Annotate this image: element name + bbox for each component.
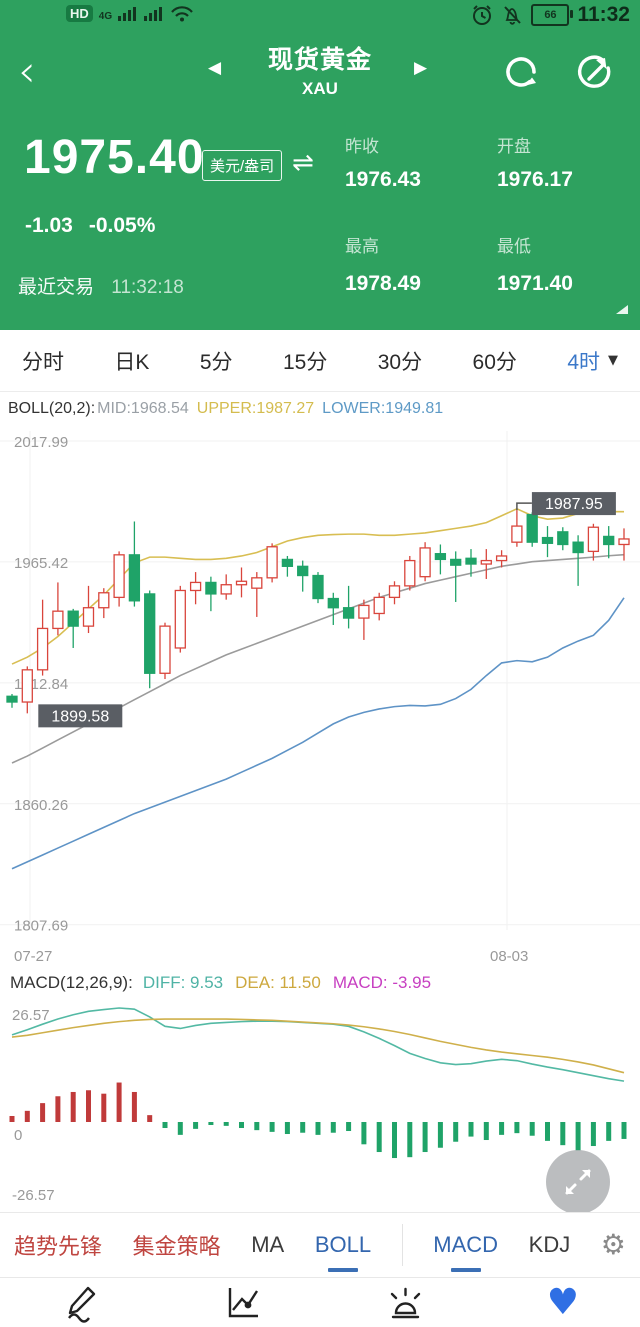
back-button[interactable]: ‹ bbox=[18, 46, 36, 97]
tab-boll[interactable]: BOLL bbox=[315, 1218, 371, 1272]
next-instrument-button[interactable]: ▶ bbox=[414, 58, 428, 78]
price-change-row: -1.03 -0.05% bbox=[25, 214, 171, 238]
indicator-tab-bar: 趋势先锋 集金策略 MA BOLL MACD KDJ ⚙ bbox=[0, 1212, 640, 1277]
unit-exchange-icon[interactable]: ⇌ bbox=[292, 148, 314, 178]
boll-mid-value: MID:1968.54 bbox=[97, 399, 189, 417]
tab-30min[interactable]: 30分 bbox=[377, 350, 423, 374]
svg-text:26.57: 26.57 bbox=[12, 1007, 50, 1024]
wifi-icon bbox=[171, 6, 193, 22]
open-value: 1976.17 bbox=[497, 168, 573, 191]
tab-5min[interactable]: 5分 bbox=[199, 350, 233, 374]
svg-text:-26.57: -26.57 bbox=[12, 1187, 55, 1204]
prev-instrument-button[interactable]: ◀ bbox=[208, 58, 222, 78]
tab-group-divider bbox=[401, 1224, 403, 1266]
last-trade-label: 最近交易 bbox=[18, 277, 95, 298]
tab-period-dropdown[interactable]: 4时 ▼ bbox=[567, 346, 618, 376]
svg-text:1987.95: 1987.95 bbox=[545, 496, 603, 513]
prev-close-value: 1976.43 bbox=[345, 168, 421, 191]
macd-diff-value: DIFF: 9.53 bbox=[142, 972, 224, 992]
tab-macd[interactable]: MACD bbox=[433, 1218, 498, 1272]
gear-icon[interactable]: ⚙ bbox=[600, 1228, 626, 1261]
price-change: -1.03 bbox=[25, 214, 73, 237]
page-title: 现货黄金 bbox=[267, 46, 372, 74]
chart-icon[interactable] bbox=[223, 1282, 263, 1324]
price-change-percent: -0.05% bbox=[88, 214, 156, 237]
tab-60min[interactable]: 60分 bbox=[472, 350, 517, 374]
tab-trend-pioneer[interactable]: 趋势先锋 bbox=[14, 1234, 103, 1259]
prev-close-label: 昨收 bbox=[345, 137, 379, 156]
boll-title: BOLL(20,2): bbox=[8, 399, 96, 417]
current-price: 1975.40 bbox=[24, 131, 205, 184]
battery-percent: 66 bbox=[544, 9, 557, 21]
macd-title: MACD(12,26,9): bbox=[10, 972, 133, 992]
chevron-down-icon: ▼ bbox=[608, 353, 618, 368]
svg-text:2017.99: 2017.99 bbox=[14, 434, 68, 451]
signal-bars-icon bbox=[118, 7, 137, 21]
svg-text:1899.58: 1899.58 bbox=[51, 708, 109, 725]
open-label: 开盘 bbox=[497, 137, 531, 156]
refresh-icon[interactable] bbox=[500, 50, 544, 94]
title-block: 现货黄金 XAU bbox=[240, 40, 400, 99]
network-label: 4G bbox=[98, 11, 113, 22]
status-left: HD 4G bbox=[66, 4, 194, 22]
low-value: 1971.40 bbox=[497, 272, 573, 295]
svg-text:1860.26: 1860.26 bbox=[14, 797, 68, 814]
hd-badge: HD bbox=[66, 5, 93, 22]
expand-corner-icon[interactable] bbox=[616, 305, 628, 314]
svg-text:1807.69: 1807.69 bbox=[14, 918, 68, 935]
tab-timeline[interactable]: 分时 bbox=[22, 350, 64, 374]
battery-icon: 66 bbox=[531, 4, 574, 26]
price-unit-badge: 美元/盎司 bbox=[202, 150, 283, 181]
period-tab-bar: 分时 日K 5分 15分 30分 60分 4时 ▼ bbox=[0, 330, 640, 392]
alarm-clock-icon bbox=[473, 5, 492, 25]
status-right: 66 11:32 bbox=[471, 3, 630, 27]
fullscreen-expand-button[interactable] bbox=[546, 1150, 610, 1214]
boll-upper-value: UPPER:1987.27 bbox=[196, 399, 315, 417]
candlestick-chart[interactable]: 2017.991965.421912.841860.261807.691987.… bbox=[0, 425, 640, 965]
edit-pencil-icon[interactable] bbox=[61, 1282, 101, 1324]
macd-macd-value: MACD: -3.95 bbox=[332, 972, 432, 992]
tab-daily-k[interactable]: 日K bbox=[114, 350, 150, 374]
macd-indicator-header: MACD(12,26,9): DIFF: 9.53 DEA: 11.50 MAC… bbox=[0, 965, 640, 1000]
bottom-nav-bar: ♥ bbox=[0, 1277, 640, 1327]
high-value: 1978.49 bbox=[345, 272, 421, 295]
last-trade-time: 11:32:18 bbox=[111, 277, 184, 298]
quote-header-panel: HD 4G bbox=[0, 0, 640, 330]
svg-text:1965.42: 1965.42 bbox=[14, 555, 68, 572]
status-time: 11:32 bbox=[577, 3, 630, 26]
last-trade-row: 最近交易 11:32:18 bbox=[18, 272, 184, 299]
share-refresh-icon[interactable] bbox=[572, 50, 616, 94]
tab-15min[interactable]: 15分 bbox=[282, 350, 328, 374]
macd-dea-value: DEA: 11.50 bbox=[235, 972, 321, 992]
signal-bars-icon bbox=[144, 7, 163, 21]
macd-chart[interactable]: 26.57 0 -26.57 bbox=[0, 1000, 640, 1210]
quote-panel: 1975.40 美元/盎司 ⇌ -1.03 -0.05% 最近交易 11:32:1… bbox=[0, 118, 640, 330]
tab-jijin-strategy[interactable]: 集金策略 bbox=[132, 1234, 221, 1259]
alarm-siren-icon[interactable] bbox=[385, 1282, 425, 1324]
status-bar: HD 4G bbox=[0, 0, 640, 34]
high-label: 最高 bbox=[345, 237, 379, 256]
boll-lower-value: LOWER:1949.81 bbox=[322, 399, 444, 417]
expand-arrows-icon bbox=[565, 1169, 591, 1195]
tab-ma[interactable]: MA bbox=[251, 1232, 285, 1257]
app-header: ‹ ◀ 现货黄金 XAU ▶ bbox=[0, 34, 640, 118]
tab-4hour[interactable]: 4时 bbox=[567, 350, 600, 374]
low-label: 最低 bbox=[497, 237, 531, 256]
tab-kdj[interactable]: KDJ bbox=[528, 1232, 571, 1257]
svg-text:07-27: 07-27 bbox=[14, 948, 52, 965]
boll-indicator-header: BOLL(20,2): MID:1968.54 UPPER:1987.27 LO… bbox=[0, 392, 640, 425]
svg-text:0: 0 bbox=[14, 1127, 22, 1144]
mute-bell-icon bbox=[504, 6, 522, 25]
favorite-heart-icon[interactable]: ♥ bbox=[546, 1282, 579, 1323]
svg-text:08-03: 08-03 bbox=[490, 948, 528, 965]
symbol-code: XAU bbox=[302, 79, 338, 98]
